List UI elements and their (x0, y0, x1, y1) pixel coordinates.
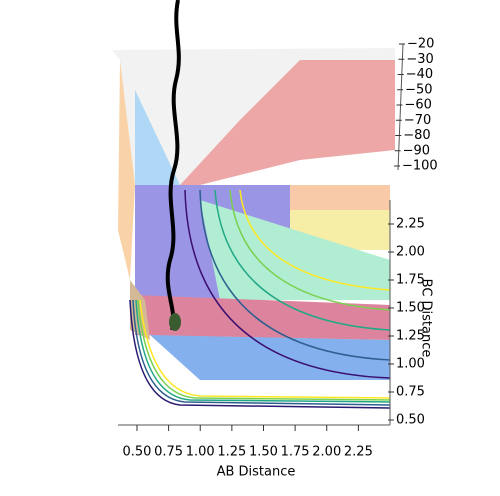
x-tick-label: 1.75 (281, 445, 310, 460)
y-tick-label: 2.25 (396, 217, 425, 232)
z-tick-label: −20 (407, 37, 434, 52)
z-tick-label: −50 (405, 82, 432, 97)
y-tick-label: 0.75 (396, 385, 425, 400)
y-tick-label: 1.00 (396, 357, 425, 372)
y-tick-label: 2.00 (396, 245, 425, 260)
x-tick-label: 1.50 (249, 445, 278, 460)
y-tick-label: 0.50 (396, 413, 425, 428)
x-tick-label: 0.75 (154, 445, 183, 460)
z-tick-label: −40 (406, 67, 433, 82)
surface (112, 48, 395, 380)
z-tick-label: −30 (406, 52, 433, 67)
y-tick-label: 1.25 (396, 329, 425, 344)
y-tick-label: 1.75 (396, 273, 425, 288)
z-tick-label: −70 (404, 113, 431, 128)
contours (129, 189, 391, 409)
x-tick-label: 1.25 (217, 445, 246, 460)
x-tick-label: 1.00 (186, 445, 215, 460)
x-tick-label: 0.50 (123, 445, 152, 460)
y-axis-label: BC Distance (419, 279, 434, 358)
x-tick-label: 2.25 (344, 445, 373, 460)
y-tick-label: 1.50 (396, 301, 425, 316)
x-tick-label: 2.00 (312, 445, 341, 460)
z-tick-label: −80 (403, 128, 430, 143)
z-tick-label: −100 (402, 159, 438, 174)
trajectory (165, 0, 181, 331)
z-tick-label: −60 (405, 98, 432, 113)
minimum (169, 313, 181, 331)
axes-frame (118, 43, 404, 426)
z-tick-label: −90 (403, 143, 430, 158)
x-axis-label: AB Distance (217, 465, 296, 480)
